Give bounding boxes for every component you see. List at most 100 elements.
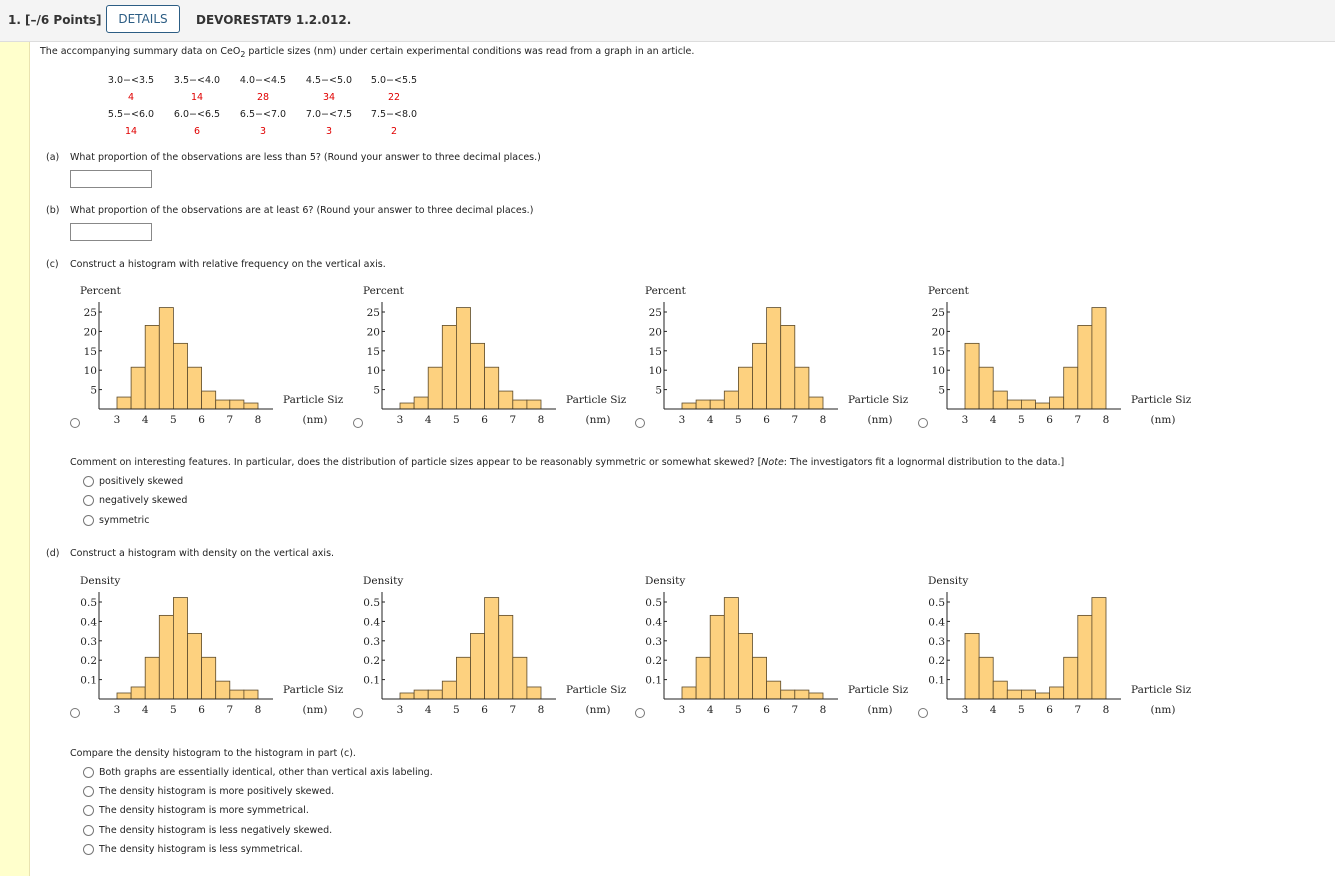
histogram-svg: Density 0.1 0.2 0.3 0.4 0.5 3 4 5 6 7 8 Particle Siz… [928, 575, 1198, 716]
option-label: The density histogram is more symmetrica… [99, 805, 309, 816]
histogram-bar [1063, 656, 1079, 700]
x-tick-label: 6 [763, 704, 770, 716]
question-header: 1. [–/6 Points] DETAILS DEVORESTAT9 1.2.… [0, 0, 1335, 42]
y-tick-label: 10 [932, 365, 945, 377]
compare-option-more-symmetrical[interactable]: The density histogram is more symmetrica… [83, 805, 309, 816]
x-tick-label: 7 [791, 704, 798, 716]
interval-cell: 4.0−<4.5 [239, 75, 287, 86]
comment-note: Note [761, 457, 784, 468]
y-tick-label: 10 [84, 365, 97, 377]
x-tick-label: 6 [1046, 414, 1053, 426]
histogram-bar [752, 342, 767, 410]
histogram-option-density-1: Density 0.1 0.2 0.3 0.4 0.5 3 4 5 6 7 8 Particle Siz… [60, 570, 350, 720]
skew-option-symmetric[interactable]: symmetric [83, 515, 149, 526]
histogram-bar [484, 597, 500, 700]
interval-cell: 6.5−<7.0 [239, 109, 287, 120]
histogram-radio-button[interactable] [70, 418, 80, 428]
x-axis-unit: (nm) [1151, 414, 1176, 426]
histogram-radio-button[interactable] [635, 708, 645, 718]
y-tick-label: 10 [649, 365, 662, 377]
intro-before: The accompanying summary data on CeO [40, 46, 241, 57]
histogram-radio-button[interactable] [353, 708, 363, 718]
histogram-svg: Percent 5 10 15 20 25 3 4 5 6 7 8 Particle Size (nm) [928, 285, 1198, 426]
histogram-bar [964, 342, 980, 410]
histogram-radio-button[interactable] [918, 708, 928, 718]
histogram-bar [413, 689, 429, 700]
part-c-label: (c) [46, 259, 59, 270]
histogram-bar [964, 633, 980, 700]
count-cell: 2 [390, 126, 398, 137]
radio-button[interactable] [83, 515, 94, 526]
count-cell: 28 [256, 92, 270, 103]
histogram-bar [201, 390, 217, 410]
x-tick-label: 4 [707, 414, 714, 426]
histogram-bar [1021, 399, 1036, 410]
compare-option-more-positive[interactable]: The density histogram is more positively… [83, 786, 334, 797]
radio-button[interactable] [83, 825, 94, 836]
histogram-svg: Percent 5 10 15 20 25 3 4 5 6 7 8 Particle Size (nm) [645, 285, 915, 426]
histogram-bar [1035, 692, 1050, 700]
interval-cell: 7.0−<7.5 [305, 109, 353, 120]
y-tick-label: 15 [367, 346, 380, 358]
part-b-label: (b) [46, 205, 60, 216]
y-tick-label: 0.5 [645, 597, 662, 609]
radio-button[interactable] [83, 786, 94, 797]
radio-button[interactable] [83, 844, 94, 855]
details-button[interactable]: DETAILS [106, 5, 180, 33]
x-tick-label: 8 [538, 414, 545, 426]
part-a-question: What proportion of the observations are … [70, 152, 541, 163]
compare-option-less-negative[interactable]: The density histogram is less negatively… [83, 825, 332, 836]
option-label: The density histogram is more positively… [99, 786, 335, 797]
y-tick-label: 0.4 [363, 616, 380, 628]
x-tick-label: 5 [735, 704, 742, 716]
histogram-bar [243, 689, 259, 700]
x-tick-label: 7 [1074, 704, 1081, 716]
part-b-answer-input[interactable] [70, 223, 152, 241]
y-tick-label: 0.3 [80, 636, 97, 648]
part-a-answer-input[interactable] [70, 170, 152, 188]
radio-button[interactable] [83, 476, 94, 487]
y-tick-label: 0.3 [645, 636, 662, 648]
x-tick-label: 4 [425, 414, 432, 426]
compare-option-less-symmetrical[interactable]: The density histogram is less symmetrica… [83, 844, 303, 855]
skew-option-positive[interactable]: positively skewed [83, 476, 183, 487]
x-tick-label: 7 [226, 414, 233, 426]
compare-option-identical[interactable]: Both graphs are essentially identical, o… [83, 767, 433, 778]
histogram-bar [1049, 686, 1065, 700]
x-axis-unit: (nm) [303, 704, 328, 716]
histogram-svg: Density 0.1 0.2 0.3 0.4 0.5 3 4 5 6 7 8 Particle Siz… [80, 575, 350, 716]
y-tick-label: 25 [367, 307, 380, 319]
x-axis-unit: (nm) [868, 704, 893, 716]
y-axis-label: Density [645, 575, 685, 587]
histogram-bar [512, 399, 528, 410]
histogram-radio-button[interactable] [353, 418, 363, 428]
x-tick-label: 7 [791, 414, 798, 426]
x-tick-label: 3 [962, 414, 969, 426]
histogram-svg: Percent 5 10 15 20 25 3 4 5 6 7 8 Particle Size (nm) [363, 285, 633, 426]
histogram-bar [130, 366, 146, 410]
interval-cell: 3.5−<4.0 [173, 75, 221, 86]
radio-button[interactable] [83, 767, 94, 778]
interval-cell: 4.5−<5.0 [305, 75, 353, 86]
histogram-radio-button[interactable] [918, 418, 928, 428]
count-cell: 3 [325, 126, 333, 137]
count-cell: 3 [259, 126, 267, 137]
y-tick-label: 5 [90, 385, 97, 397]
histogram-bar [498, 390, 514, 410]
histogram-radio-button[interactable] [70, 708, 80, 718]
histogram-bar [992, 680, 1008, 700]
histogram-radio-button[interactable] [635, 418, 645, 428]
histogram-bar [173, 597, 188, 700]
histogram-bar [243, 402, 259, 410]
radio-button[interactable] [83, 805, 94, 816]
y-axis-label: Density [928, 575, 968, 587]
histogram-bar [427, 689, 443, 700]
y-tick-label: 0.3 [363, 636, 380, 648]
radio-button[interactable] [83, 495, 94, 506]
skew-option-negative[interactable]: negatively skewed [83, 495, 187, 506]
histogram-bar [1006, 399, 1022, 410]
histogram-bar [681, 402, 697, 410]
y-axis-label: Percent [363, 285, 405, 297]
histogram-bar [808, 692, 824, 700]
x-tick-label: 3 [114, 414, 121, 426]
